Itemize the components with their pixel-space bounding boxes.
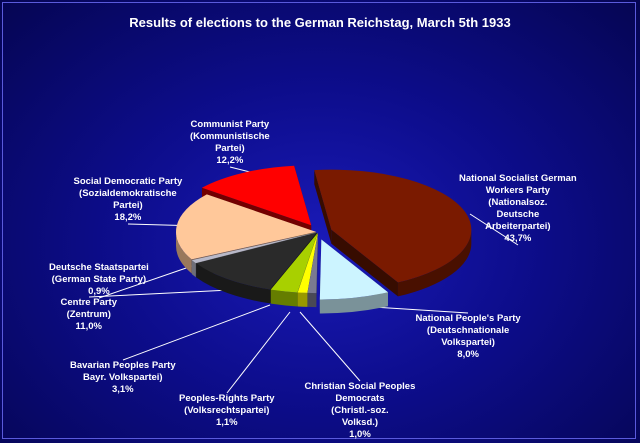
slice-value-label: 1,0%	[349, 429, 371, 440]
slice-label-line: (Kommunistische	[190, 131, 270, 142]
slice-label: Deutsche Staatspartei (German State Party…	[49, 262, 149, 298]
slice-label-line: (Deutschnationale	[426, 325, 510, 336]
slice-label: Communist Party (Kommunistische Partei) 12,…	[190, 119, 270, 167]
chart-title: Results of elections to the German Reich…	[129, 15, 511, 30]
slice-value-label: 43,7%	[504, 233, 532, 244]
slice-label-line: Christian Social Peoples	[304, 381, 416, 392]
pie-slice-top	[297, 233, 318, 293]
slice-label-line: Bayr. Volkspartei)	[83, 372, 163, 383]
pie-slice-side	[397, 229, 472, 297]
slice-label-line: Partei)	[113, 200, 143, 211]
pie-slice-top	[191, 232, 317, 264]
pie-slice-top	[176, 194, 317, 260]
slice-label-line: Peoples-Rights Party	[179, 393, 275, 404]
slice-label-line: Deutsche Staatspartei	[49, 262, 149, 273]
slice-label-line: Centre Party	[60, 297, 118, 308]
pie-slice-national-socialist-german-workers-party	[314, 169, 472, 297]
slice-label: Peoples-Rights Party (Volksrechtspartei) 1…	[179, 393, 275, 429]
pie-slice-side	[176, 231, 192, 274]
slice-value-label: 8,0%	[457, 349, 479, 360]
slice-label: Centre Party (Zentrum) 11,0%	[61, 297, 118, 333]
slice-label-line: Bavarian Peoples Party	[70, 360, 176, 371]
pie-slice-face	[314, 170, 332, 244]
slice-label-line: Volksd.)	[341, 417, 379, 428]
slice-label-line: Volkspartei)	[441, 337, 495, 348]
chart-border	[2, 2, 636, 439]
slice-label-line: Arbeiterpartei)	[485, 221, 551, 232]
pie-slice-top	[201, 165, 312, 226]
slice-label-line: (Volksrechtspartei)	[184, 405, 270, 416]
slice-label-line: (German State Party)	[51, 274, 147, 285]
slice-label-line: National People's Party	[415, 313, 521, 324]
slice-label-line: National Socialist German	[459, 173, 577, 184]
pie-slice-top	[314, 169, 472, 283]
leader-line	[299, 311, 361, 382]
pie-slice-top	[307, 233, 318, 294]
pie-slice-top	[196, 232, 317, 290]
leader-line	[98, 265, 193, 299]
leader-line	[226, 311, 291, 394]
leader-line	[88, 289, 231, 298]
slice-label-line: Partei)	[215, 143, 245, 154]
pie-slice-side	[270, 289, 298, 307]
slice-label-line: Social Democratic Party	[73, 176, 183, 187]
pie-slice-christian-social-peoples-democrats	[307, 233, 318, 308]
slice-value-label: 18,2%	[114, 212, 142, 223]
pie-slice-top	[270, 233, 318, 293]
slice-label-line: Workers Party	[485, 185, 550, 196]
pie-slice-national-people-s-party	[319, 239, 388, 314]
slice-label-line: (Zentrum)	[66, 309, 111, 320]
pie-slice-face	[331, 229, 398, 297]
slice-value-label: 3,1%	[111, 384, 134, 395]
slice-label-line: Democrats	[335, 393, 385, 404]
pie-slice-side	[191, 260, 196, 278]
slice-value-label: 11,0%	[75, 321, 102, 332]
slice-label-line: (Nationalsoz.	[488, 197, 548, 208]
slice-value-label: 1,1%	[215, 417, 238, 428]
slice-value-label: 0,9%	[88, 286, 110, 297]
pie-slice-face	[316, 233, 318, 308]
slice-value-label: 12,2%	[216, 155, 244, 166]
slice-label-line: (Sozialdemokratische	[79, 188, 177, 199]
slice-label: Social Democratic Party (Sozialdemokratis…	[74, 176, 183, 224]
slice-label: National People's Party (Deutschnationale…	[416, 313, 521, 361]
slice-label-line: (Christl.-soz.	[331, 405, 389, 416]
pie-slice-side	[319, 292, 388, 314]
leader-line	[122, 304, 271, 361]
slice-label-line: Communist Party	[190, 119, 270, 130]
slice-label: Bavarian Peoples Party Bayr. Volkspartei)…	[70, 360, 176, 396]
slice-label: National Socialist German Workers Party (N…	[459, 173, 577, 245]
pie-slice-side	[307, 292, 317, 308]
pie-slice-side	[196, 263, 271, 304]
leader-line	[469, 213, 519, 246]
pie-slice-side	[297, 292, 308, 307]
pie-slice-top	[319, 239, 388, 300]
slice-label-line: Deutsche	[496, 209, 540, 220]
slice-label: Christian Social Peoples Democrats (Christ…	[305, 381, 416, 441]
